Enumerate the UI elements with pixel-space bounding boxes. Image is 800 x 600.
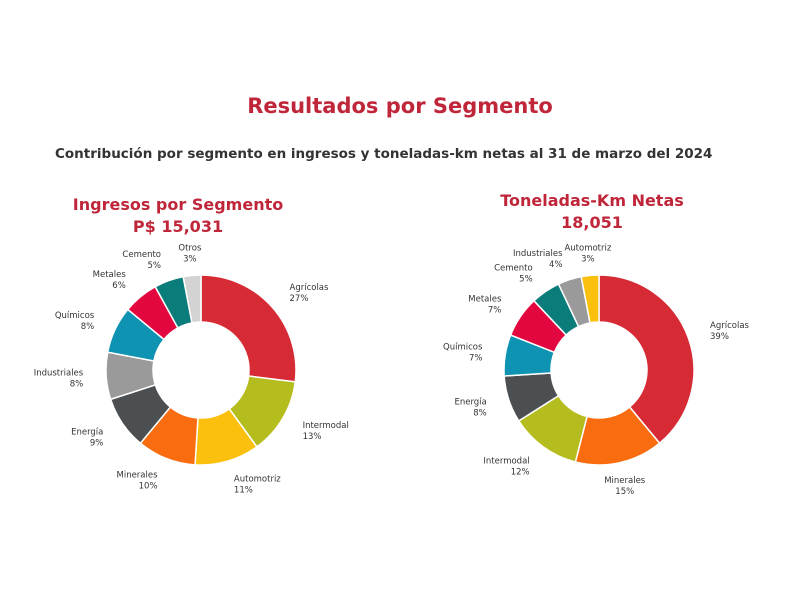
revenue-label-automotriz: Automotriz 11% (234, 474, 281, 495)
revenue-label-energia: Energía 9% (71, 427, 103, 448)
tonkm-chart-total: 18,051 (561, 213, 623, 232)
page-subtitle: Contribución por segmento en ingresos y … (55, 146, 713, 162)
revenue-label-industriales: Industriales 8% (34, 368, 84, 389)
revenue-slice-agricolas (200, 274, 297, 383)
tonkm-label-automotriz: Automotriz 3% (564, 244, 611, 265)
revenue-donut-chart: Agrícolas 27% Intermodal 13% Automotriz 11% Mi… (34, 244, 349, 496)
tonkm-label-energia: Energía 8% (454, 397, 486, 418)
tonkm-label-name: Minerales (604, 476, 646, 486)
revenue-label-name: Industriales (34, 368, 84, 378)
revenue-slice-otros (182, 274, 202, 324)
revenue-label-name: Químicos (55, 311, 95, 321)
revenue-label-metales: Metales 6% (93, 270, 127, 291)
tonkm-label-agricolas: Agrícolas 39% (710, 321, 750, 342)
revenue-label-value: 13% (303, 432, 322, 442)
revenue-label-name: Otros (178, 244, 202, 254)
tonkm-label-value: 8% (473, 408, 487, 418)
revenue-chart-title: Ingresos por Segmento (72, 195, 284, 214)
tonkm-label-value: 4% (549, 260, 563, 270)
tonkm-slice-agricolas (598, 274, 695, 445)
revenue-label-value: 8% (81, 322, 95, 332)
tonkm-label-name: Químicos (443, 343, 483, 353)
revenue-label-cemento: Cemento 5% (122, 250, 161, 271)
tonkm-label-minerales: Minerales 15% (604, 476, 646, 497)
revenue-label-name: Intermodal (303, 421, 349, 431)
revenue-chart-total: P$ 15,031 (132, 217, 224, 236)
tonkm-chart-title-block: Toneladas-Km Netas 18,051 (442, 190, 742, 234)
revenue-label-value: 8% (70, 379, 84, 389)
tonkm-label-value: 15% (615, 487, 634, 497)
tonkm-label-metales: Metales 7% (468, 295, 502, 316)
tonkm-label-value: 7% (469, 354, 483, 364)
revenue-label-name: Cemento (122, 250, 161, 260)
revenue-label-value: 6% (112, 281, 126, 291)
tonkm-label-quimicos: Químicos 7% (443, 343, 483, 364)
revenue-label-intermodal: Intermodal 13% (303, 421, 349, 442)
tonkm-label-name: Metales (468, 295, 502, 305)
tonkm-label-name: Intermodal (483, 456, 529, 466)
tonkm-label-name: Agrícolas (710, 321, 750, 331)
tonkm-label-name: Automotriz (564, 244, 611, 254)
tonkm-label-value: 5% (519, 274, 533, 284)
tonkm-chart-title: Toneladas-Km Netas (500, 191, 684, 210)
tonkm-label-name: Energía (454, 397, 486, 407)
tonkm-label-value: 3% (581, 255, 595, 265)
revenue-label-name: Agrícolas (290, 283, 330, 293)
revenue-label-value: 9% (90, 438, 104, 448)
revenue-label-name: Automotriz (234, 474, 281, 484)
revenue-label-name: Metales (93, 270, 127, 280)
revenue-chart-title-block: Ingresos por Segmento P$ 15,031 (28, 194, 328, 238)
revenue-label-value: 10% (139, 482, 158, 492)
tonkm-label-name: Cemento (494, 263, 533, 273)
revenue-label-value: 11% (234, 485, 253, 495)
tonkm-label-intermodal: Intermodal 12% (483, 456, 529, 477)
revenue-label-value: 27% (290, 294, 309, 304)
tonkm-label-value: 12% (511, 467, 530, 477)
revenue-label-minerales: Minerales 10% (117, 471, 159, 492)
tonkm-label-name: Industriales (513, 249, 563, 259)
revenue-label-name: Minerales (117, 471, 159, 481)
revenue-label-name: Energía (71, 427, 103, 437)
revenue-label-quimicos: Químicos 8% (55, 311, 95, 332)
revenue-label-value: 3% (183, 255, 197, 265)
page-title: Resultados por Segmento (247, 94, 553, 118)
tonkm-label-value: 7% (488, 306, 502, 316)
tonkm-label-industriales: Industriales 4% (513, 249, 563, 270)
tonkm-slice-automotriz (580, 274, 600, 324)
revenue-label-agricolas: Agrícolas 27% (290, 283, 330, 304)
tonkm-label-cemento: Cemento 5% (494, 263, 533, 284)
revenue-label-value: 5% (148, 261, 162, 271)
revenue-label-otros: Otros 3% (178, 244, 202, 265)
tonkm-label-value: 39% (710, 332, 729, 342)
